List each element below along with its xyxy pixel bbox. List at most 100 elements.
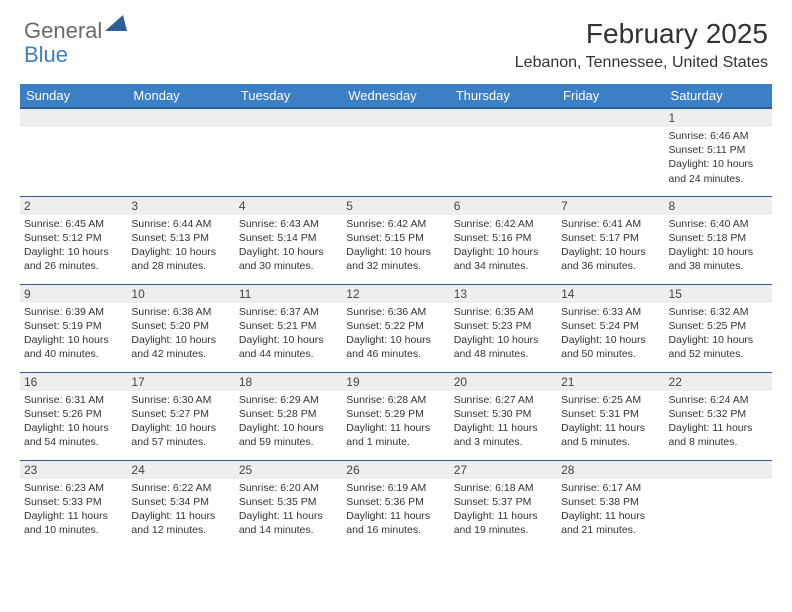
day-content	[557, 127, 664, 131]
day-line: Sunset: 5:34 PM	[131, 495, 230, 509]
day-line: Sunrise: 6:40 AM	[669, 217, 768, 231]
day-number: 25	[235, 461, 342, 479]
day-line: Sunrise: 6:19 AM	[346, 481, 445, 495]
day-line: Daylight: 11 hours and 3 minutes.	[454, 421, 553, 449]
day-number: 27	[450, 461, 557, 479]
day-line: Sunrise: 6:41 AM	[561, 217, 660, 231]
day-content: Sunrise: 6:17 AMSunset: 5:38 PMDaylight:…	[557, 479, 664, 540]
day-content: Sunrise: 6:40 AMSunset: 5:18 PMDaylight:…	[665, 215, 772, 276]
month-title: February 2025	[515, 18, 768, 50]
day-line: Daylight: 11 hours and 5 minutes.	[561, 421, 660, 449]
day-number: 11	[235, 285, 342, 303]
calendar-cell: 5Sunrise: 6:42 AMSunset: 5:15 PMDaylight…	[342, 196, 449, 284]
logo-text-blue-wrap: Blue	[24, 42, 68, 68]
day-number: 12	[342, 285, 449, 303]
day-number: 22	[665, 373, 772, 391]
day-content	[235, 127, 342, 131]
calendar-cell: 7Sunrise: 6:41 AMSunset: 5:17 PMDaylight…	[557, 196, 664, 284]
logo-text-general: General	[24, 18, 102, 44]
day-content: Sunrise: 6:32 AMSunset: 5:25 PMDaylight:…	[665, 303, 772, 364]
day-line: Sunrise: 6:45 AM	[24, 217, 123, 231]
day-line: Sunset: 5:12 PM	[24, 231, 123, 245]
day-line: Daylight: 11 hours and 21 minutes.	[561, 509, 660, 537]
calendar-cell	[342, 108, 449, 196]
day-number: 8	[665, 197, 772, 215]
day-content: Sunrise: 6:43 AMSunset: 5:14 PMDaylight:…	[235, 215, 342, 276]
day-line: Daylight: 11 hours and 8 minutes.	[669, 421, 768, 449]
calendar-cell: 19Sunrise: 6:28 AMSunset: 5:29 PMDayligh…	[342, 372, 449, 460]
day-number	[20, 109, 127, 127]
day-line: Sunrise: 6:42 AM	[454, 217, 553, 231]
calendar-week: 16Sunrise: 6:31 AMSunset: 5:26 PMDayligh…	[20, 372, 772, 460]
calendar-week: 2Sunrise: 6:45 AMSunset: 5:12 PMDaylight…	[20, 196, 772, 284]
day-content	[450, 127, 557, 131]
calendar-cell: 20Sunrise: 6:27 AMSunset: 5:30 PMDayligh…	[450, 372, 557, 460]
day-line: Sunrise: 6:18 AM	[454, 481, 553, 495]
day-content	[665, 479, 772, 483]
day-line: Daylight: 11 hours and 10 minutes.	[24, 509, 123, 537]
day-line: Daylight: 10 hours and 44 minutes.	[239, 333, 338, 361]
day-content: Sunrise: 6:45 AMSunset: 5:12 PMDaylight:…	[20, 215, 127, 276]
day-content: Sunrise: 6:42 AMSunset: 5:16 PMDaylight:…	[450, 215, 557, 276]
day-line: Sunrise: 6:46 AM	[669, 129, 768, 143]
day-number: 14	[557, 285, 664, 303]
day-line: Sunrise: 6:33 AM	[561, 305, 660, 319]
calendar-cell: 27Sunrise: 6:18 AMSunset: 5:37 PMDayligh…	[450, 460, 557, 548]
calendar-cell: 8Sunrise: 6:40 AMSunset: 5:18 PMDaylight…	[665, 196, 772, 284]
calendar-cell: 12Sunrise: 6:36 AMSunset: 5:22 PMDayligh…	[342, 284, 449, 372]
day-line: Daylight: 11 hours and 14 minutes.	[239, 509, 338, 537]
day-content	[342, 127, 449, 131]
day-number: 3	[127, 197, 234, 215]
day-number	[450, 109, 557, 127]
page-header: General February 2025 Lebanon, Tennessee…	[0, 0, 792, 76]
calendar-cell: 22Sunrise: 6:24 AMSunset: 5:32 PMDayligh…	[665, 372, 772, 460]
day-line: Daylight: 10 hours and 46 minutes.	[346, 333, 445, 361]
calendar-cell: 25Sunrise: 6:20 AMSunset: 5:35 PMDayligh…	[235, 460, 342, 548]
day-content: Sunrise: 6:41 AMSunset: 5:17 PMDaylight:…	[557, 215, 664, 276]
day-header: Wednesday	[342, 84, 449, 108]
calendar-cell: 6Sunrise: 6:42 AMSunset: 5:16 PMDaylight…	[450, 196, 557, 284]
calendar-week: 9Sunrise: 6:39 AMSunset: 5:19 PMDaylight…	[20, 284, 772, 372]
day-line: Daylight: 10 hours and 48 minutes.	[454, 333, 553, 361]
day-number: 13	[450, 285, 557, 303]
day-line: Sunset: 5:13 PM	[131, 231, 230, 245]
day-number	[127, 109, 234, 127]
day-header: Saturday	[665, 84, 772, 108]
calendar-cell	[557, 108, 664, 196]
day-number	[557, 109, 664, 127]
day-line: Sunset: 5:11 PM	[669, 143, 768, 157]
day-number: 17	[127, 373, 234, 391]
calendar-cell: 23Sunrise: 6:23 AMSunset: 5:33 PMDayligh…	[20, 460, 127, 548]
day-line: Sunrise: 6:20 AM	[239, 481, 338, 495]
day-content: Sunrise: 6:35 AMSunset: 5:23 PMDaylight:…	[450, 303, 557, 364]
day-line: Daylight: 10 hours and 40 minutes.	[24, 333, 123, 361]
calendar-cell: 26Sunrise: 6:19 AMSunset: 5:36 PMDayligh…	[342, 460, 449, 548]
day-line: Sunrise: 6:31 AM	[24, 393, 123, 407]
day-header: Sunday	[20, 84, 127, 108]
day-number: 20	[450, 373, 557, 391]
day-line: Daylight: 10 hours and 26 minutes.	[24, 245, 123, 273]
day-line: Sunset: 5:15 PM	[346, 231, 445, 245]
calendar-cell: 3Sunrise: 6:44 AMSunset: 5:13 PMDaylight…	[127, 196, 234, 284]
day-line: Sunset: 5:18 PM	[669, 231, 768, 245]
day-line: Sunset: 5:38 PM	[561, 495, 660, 509]
day-line: Daylight: 10 hours and 52 minutes.	[669, 333, 768, 361]
calendar-cell	[450, 108, 557, 196]
day-line: Sunset: 5:19 PM	[24, 319, 123, 333]
calendar-week: 1Sunrise: 6:46 AMSunset: 5:11 PMDaylight…	[20, 108, 772, 196]
logo-text-blue: Blue	[24, 42, 68, 67]
day-line: Sunset: 5:20 PM	[131, 319, 230, 333]
calendar-week: 23Sunrise: 6:23 AMSunset: 5:33 PMDayligh…	[20, 460, 772, 548]
day-line: Sunset: 5:17 PM	[561, 231, 660, 245]
day-content: Sunrise: 6:29 AMSunset: 5:28 PMDaylight:…	[235, 391, 342, 452]
day-line: Sunrise: 6:36 AM	[346, 305, 445, 319]
calendar-cell: 16Sunrise: 6:31 AMSunset: 5:26 PMDayligh…	[20, 372, 127, 460]
calendar-cell: 18Sunrise: 6:29 AMSunset: 5:28 PMDayligh…	[235, 372, 342, 460]
day-content: Sunrise: 6:33 AMSunset: 5:24 PMDaylight:…	[557, 303, 664, 364]
day-line: Sunrise: 6:35 AM	[454, 305, 553, 319]
day-line: Daylight: 11 hours and 1 minute.	[346, 421, 445, 449]
day-line: Sunrise: 6:28 AM	[346, 393, 445, 407]
calendar-cell	[665, 460, 772, 548]
day-number: 4	[235, 197, 342, 215]
calendar-cell: 28Sunrise: 6:17 AMSunset: 5:38 PMDayligh…	[557, 460, 664, 548]
